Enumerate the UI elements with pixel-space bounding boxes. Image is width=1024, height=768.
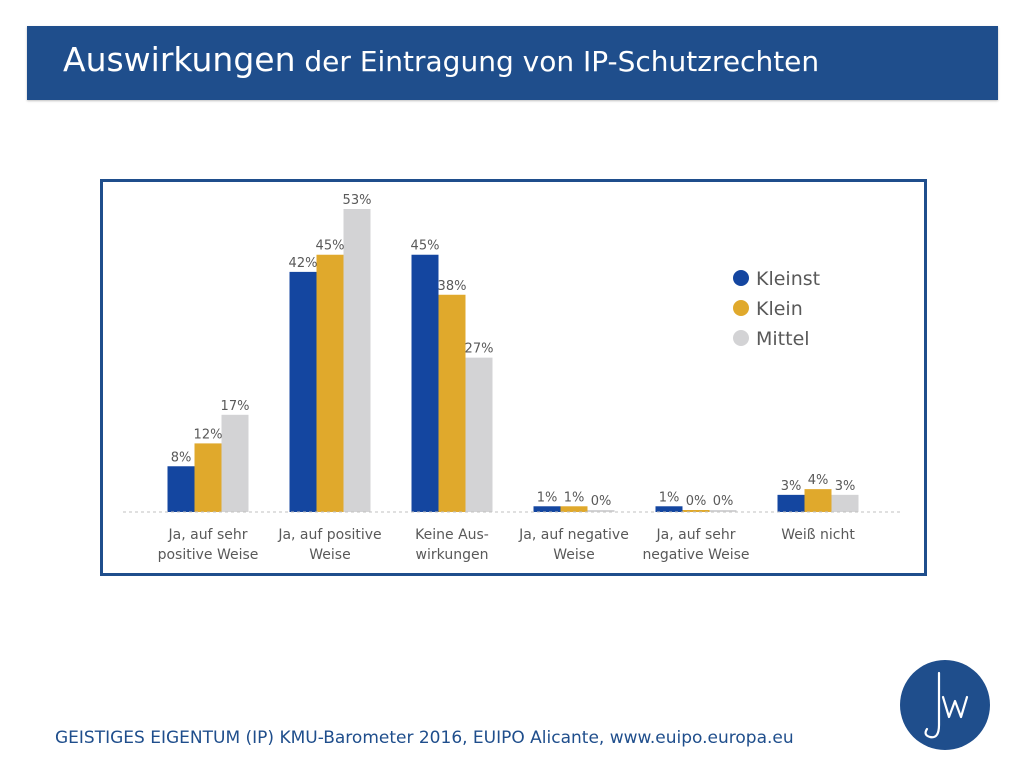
x-tick-label-5-line-1: Ja, auf sehr bbox=[656, 527, 736, 543]
bar-kleinst-3 bbox=[411, 254, 439, 512]
page-title: Auswirkungen der Eintragung von IP-Schut… bbox=[63, 38, 819, 84]
x-tick-label-4-line-1: Ja, auf negative bbox=[518, 527, 629, 543]
legend-label-klein: Klein bbox=[756, 298, 803, 320]
data-label-kleinst-3: 45% bbox=[411, 239, 440, 254]
data-label-kleinst-1: 8% bbox=[171, 450, 192, 465]
bar-mittel-1 bbox=[221, 414, 249, 512]
data-label-mittel-4: 0% bbox=[591, 494, 612, 509]
source-footer: GEISTIGES EIGENTUM (IP) KMU-Barometer 20… bbox=[55, 728, 794, 748]
title-bar: Auswirkungen der Eintragung von IP-Schut… bbox=[27, 26, 998, 100]
x-tick-label-1-line-1: Ja, auf sehr bbox=[168, 527, 248, 543]
logo-j-stroke bbox=[924, 671, 941, 739]
bar-mittel-2 bbox=[343, 209, 371, 512]
labels-layer: 8%12% 17% 42% 45% 53% 45% 38% 27% 1% 1% 0% 1% 0% 0% 3%… bbox=[171, 193, 856, 509]
data-label-klein-6: 4% bbox=[808, 473, 829, 488]
data-label-kleinst-5: 1% bbox=[659, 490, 680, 505]
data-label-kleinst-4: 1% bbox=[537, 490, 558, 505]
logo-w-stroke bbox=[941, 695, 969, 719]
bar-chart: 8%12% 17% 42% 45% 53% 45% 38% 27% 1% 1% 0% 1% 0% 0% 3%… bbox=[123, 193, 900, 563]
bar-mittel-5 bbox=[709, 510, 737, 512]
x-tick-label-3-line-2: wirkungen bbox=[416, 547, 489, 563]
jw-monogram-logo bbox=[900, 660, 990, 750]
data-label-klein-4: 1% bbox=[564, 490, 585, 505]
bar-kleinst-5 bbox=[655, 506, 683, 512]
x-tick-label-2-line-2: Weise bbox=[309, 547, 350, 563]
data-label-mittel-3: 27% bbox=[465, 342, 494, 357]
bar-kleinst-4 bbox=[533, 506, 561, 512]
data-label-mittel-2: 53% bbox=[343, 193, 372, 208]
data-label-kleinst-6: 3% bbox=[781, 479, 802, 494]
bar-klein-6 bbox=[804, 489, 832, 512]
legend-swatch-mittel bbox=[733, 330, 749, 346]
bar-kleinst-1 bbox=[167, 466, 195, 512]
legend-label-mittel: Mittel bbox=[756, 328, 810, 350]
x-tick-label-1-line-2: positive Weise bbox=[158, 547, 259, 563]
data-label-klein-5: 0% bbox=[686, 494, 707, 509]
page-title-rest: der Eintragung von IP-Schutzrechten bbox=[295, 45, 820, 78]
x-tick-label-5-line-2: negative Weise bbox=[642, 547, 749, 563]
legend-swatch-klein bbox=[733, 300, 749, 316]
bar-mittel-6 bbox=[831, 494, 859, 512]
data-label-mittel-1: 17% bbox=[221, 399, 250, 414]
bar-klein-5 bbox=[682, 510, 710, 512]
bar-mittel-4 bbox=[587, 510, 615, 512]
legend-swatch-kleinst bbox=[733, 270, 749, 286]
bars-layer bbox=[167, 209, 859, 512]
data-label-klein-2: 45% bbox=[316, 239, 345, 254]
x-tick-label-3-line-1: Keine Aus- bbox=[415, 527, 489, 543]
data-label-mittel-6: 3% bbox=[835, 479, 856, 494]
x-tick-label-6-line-1: Weiß nicht bbox=[781, 527, 855, 543]
data-label-klein-1: 12% bbox=[194, 427, 223, 442]
bar-klein-4 bbox=[560, 506, 588, 512]
data-label-mittel-5: 0% bbox=[713, 494, 734, 509]
chart-frame: 8% 12% 17% 42% 45% 53% 45% 38% 27% 1% 1% 0% 1% 0% 0% 3%… bbox=[100, 179, 927, 576]
x-tick-label-4-line-2: Weise bbox=[553, 547, 594, 563]
bar-klein-2 bbox=[316, 254, 344, 512]
legend-label-kleinst: Kleinst bbox=[756, 268, 820, 290]
data-label-klein-3: 38% bbox=[438, 279, 467, 294]
bar-klein-3 bbox=[438, 294, 466, 512]
bar-klein-1 bbox=[194, 443, 222, 512]
bar-mittel-3 bbox=[465, 357, 493, 512]
x-tick-labels: Ja, auf sehr positive Weise Ja, auf positi… bbox=[158, 527, 856, 563]
bar-kleinst-2 bbox=[289, 271, 317, 512]
data-label-kleinst-2: 42% bbox=[289, 256, 318, 271]
page-title-lead: Auswirkungen bbox=[63, 40, 296, 79]
bar-kleinst-6 bbox=[777, 494, 805, 512]
legend: Kleinst Klein Mittel bbox=[733, 268, 820, 350]
x-tick-label-2-line-1: Ja, auf positive bbox=[277, 527, 381, 543]
